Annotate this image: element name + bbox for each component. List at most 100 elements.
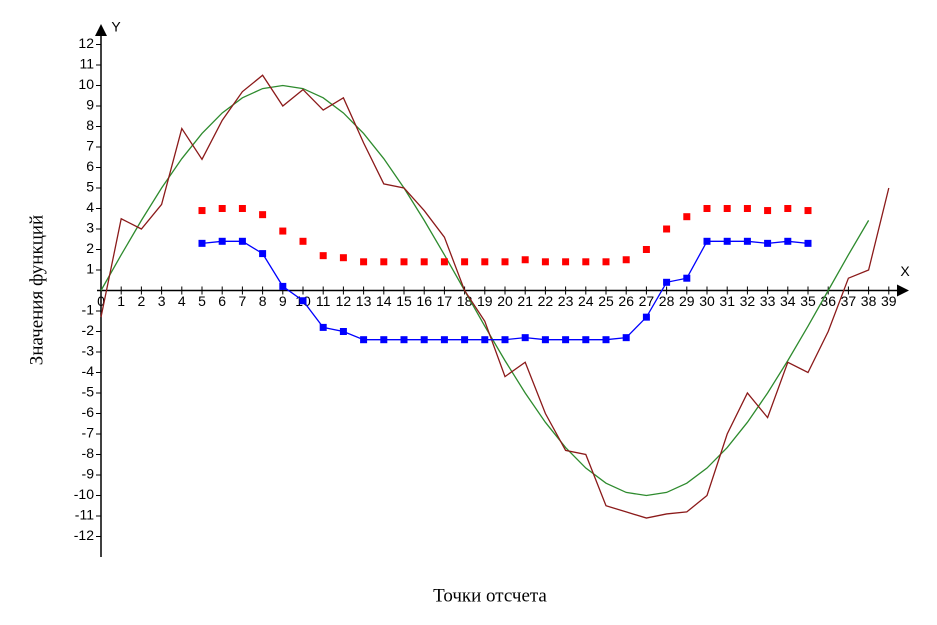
- point-marker: [521, 256, 529, 264]
- point-marker: [481, 336, 489, 344]
- x-axis-letter: X: [900, 263, 910, 279]
- point-marker: [683, 274, 691, 282]
- x-axis-title: Точки отсчета: [433, 585, 547, 606]
- point-marker: [218, 205, 226, 212]
- x-tick-label: 27: [639, 293, 655, 309]
- x-tick-label: 35: [800, 293, 816, 309]
- point-marker: [804, 207, 812, 215]
- y-tick-label: -6: [82, 404, 95, 420]
- x-tick-label: 2: [138, 293, 146, 309]
- point-marker: [380, 258, 388, 266]
- x-tick-label: 12: [336, 293, 352, 309]
- x-tick-label: 9: [279, 293, 287, 309]
- x-axis-arrow: [897, 284, 909, 297]
- x-tick-label: 28: [659, 293, 675, 309]
- point-marker: [380, 336, 388, 344]
- point-marker: [259, 211, 267, 219]
- point-marker: [319, 252, 327, 260]
- y-tick-label: 2: [86, 240, 94, 256]
- series-line: [100, 74, 890, 519]
- x-tick-label: 39: [881, 293, 897, 309]
- point-marker: [582, 258, 590, 266]
- x-tick-label: 0: [97, 293, 105, 309]
- x-tick-label: 4: [178, 293, 186, 309]
- point-marker: [703, 237, 711, 245]
- point-marker: [562, 336, 570, 344]
- x-tick-label: 33: [760, 293, 776, 309]
- point-marker: [481, 258, 489, 266]
- x-tick-label: 30: [699, 293, 715, 309]
- y-tick-label: -5: [82, 384, 95, 400]
- y-tick-label: -12: [74, 527, 94, 543]
- point-marker: [784, 237, 792, 245]
- x-tick-label: 37: [841, 293, 857, 309]
- y-tick-label: -3: [82, 343, 95, 359]
- y-tick-label: -11: [75, 507, 94, 523]
- y-axis-letter: Y: [111, 19, 121, 35]
- point-marker: [602, 336, 610, 344]
- y-tick-label: 8: [86, 117, 94, 133]
- point-marker: [400, 336, 408, 344]
- point-marker: [339, 328, 347, 335]
- point-marker: [541, 336, 549, 344]
- x-tick-label: 6: [218, 293, 226, 309]
- y-tick-label: 1: [86, 261, 94, 277]
- point-marker: [319, 323, 327, 331]
- y-tick-label: -4: [82, 363, 95, 379]
- y-axis-title: Значения функций: [26, 215, 47, 365]
- x-tick-label: 11: [316, 293, 331, 309]
- point-marker: [764, 239, 772, 247]
- x-tick-label: 22: [538, 293, 554, 309]
- point-marker: [360, 258, 368, 266]
- point-marker: [723, 205, 731, 212]
- point-marker: [683, 213, 691, 221]
- point-marker: [299, 297, 307, 305]
- point-marker: [642, 313, 650, 321]
- x-tick-label: 3: [158, 293, 166, 309]
- point-marker: [400, 258, 408, 266]
- point-marker: [663, 225, 671, 233]
- point-marker: [521, 334, 529, 342]
- x-tick-label: 31: [719, 293, 735, 309]
- point-marker: [501, 336, 509, 344]
- point-marker: [501, 258, 509, 266]
- y-tick-label: -10: [74, 486, 94, 502]
- point-marker: [420, 336, 428, 344]
- point-marker: [198, 207, 206, 215]
- point-marker: [299, 237, 307, 245]
- x-tick-label: 5: [198, 293, 206, 309]
- y-tick-label: 12: [78, 35, 94, 51]
- x-tick-label: 7: [239, 293, 247, 309]
- point-marker: [339, 254, 347, 262]
- x-tick-label: 24: [578, 293, 594, 309]
- x-tick-label: 17: [437, 293, 453, 309]
- x-tick-label: 19: [477, 293, 493, 309]
- x-tick-label: 16: [416, 293, 432, 309]
- point-marker: [642, 246, 650, 253]
- y-tick-label: -9: [82, 466, 95, 482]
- y-tick-label: 11: [79, 56, 94, 72]
- point-marker: [743, 237, 751, 245]
- y-tick-label: 5: [86, 179, 94, 195]
- point-marker: [764, 207, 772, 215]
- point-marker: [238, 205, 246, 212]
- x-tick-label: 38: [861, 293, 877, 309]
- point-marker: [541, 258, 549, 266]
- y-tick-label: 6: [86, 158, 94, 174]
- point-marker: [440, 336, 448, 344]
- point-marker: [804, 239, 812, 247]
- point-marker: [259, 250, 267, 258]
- point-marker: [238, 237, 246, 245]
- point-marker: [562, 258, 570, 266]
- x-tick-label: 8: [259, 293, 267, 309]
- y-tick-label: 3: [86, 220, 94, 236]
- x-tick-label: 14: [376, 293, 392, 309]
- y-tick-label: -8: [82, 445, 95, 461]
- y-tick-label: 4: [86, 199, 94, 215]
- point-marker: [622, 334, 630, 342]
- point-marker: [622, 256, 630, 264]
- point-marker: [602, 258, 610, 266]
- y-tick-label: -7: [82, 425, 95, 441]
- point-marker: [784, 205, 792, 212]
